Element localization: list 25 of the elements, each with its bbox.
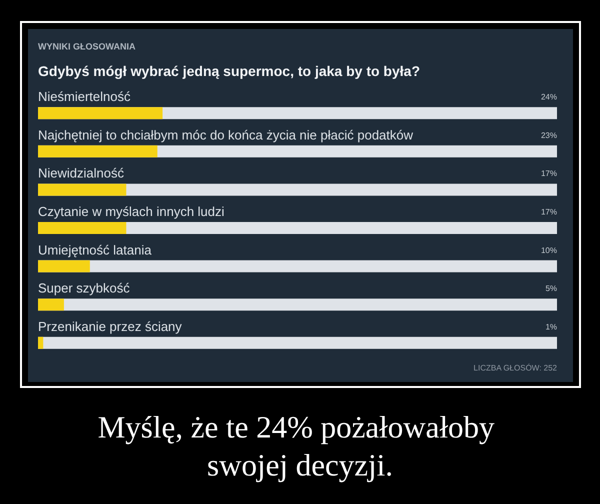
data-label: 17% — [540, 208, 557, 216]
bar — [38, 107, 163, 120]
y-tick-label: Nieśmiertelność — [38, 89, 131, 104]
y-tick-label: Przenikanie przez ściany — [38, 318, 182, 334]
bar — [38, 260, 90, 272]
data-label: 24% — [540, 92, 557, 102]
text: Myślę, że te 24% pożałowałoby swojej decyzji. — [98, 410, 502, 482]
bar — [38, 222, 126, 234]
chart-title: Gdybyś mógł wybrać jedną supermoc, to jaka by to była? — [38, 63, 420, 79]
bar — [38, 336, 44, 349]
y-tick-label: Niewidzialność — [38, 166, 124, 181]
y-tick-label: Najchętniej to chciałbym móc do końca życia nie płacić podatków — [38, 127, 414, 142]
bar — [38, 298, 64, 311]
data-label: 5% — [545, 284, 557, 294]
text: LICZBA GŁOSÓW: 252 — [474, 364, 558, 372]
bar — [38, 145, 158, 158]
data-label: 17% — [540, 169, 557, 178]
data-label: 23% — [540, 130, 557, 140]
data-label: 10% — [540, 246, 557, 255]
bar — [38, 184, 126, 196]
y-tick-label: Super szybkość — [38, 280, 130, 296]
y-tick-label: Umiejętność latania — [38, 242, 152, 258]
y-tick-label: Czytanie w myślach innych ludzi — [38, 204, 225, 219]
data-label: 1% — [545, 322, 557, 332]
chart-subtitle: WYNIKI GŁOSOWANIA — [38, 42, 136, 52]
